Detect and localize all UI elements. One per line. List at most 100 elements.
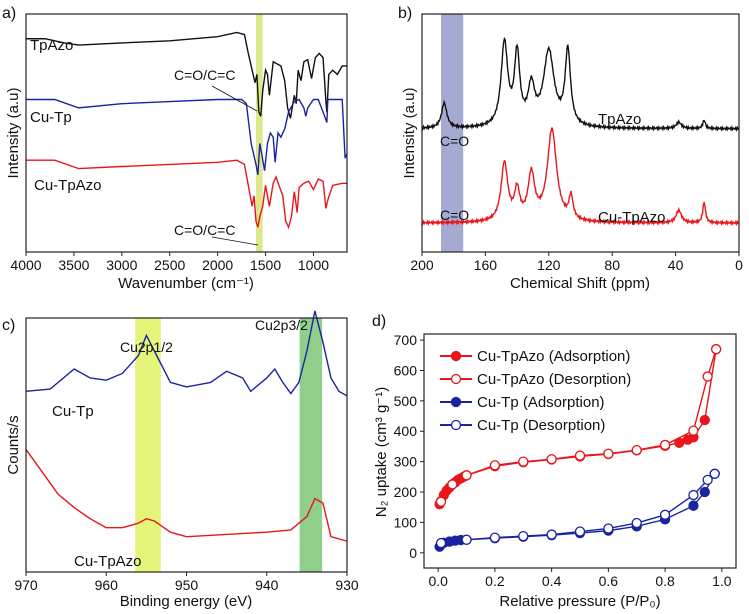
data-point	[518, 456, 529, 467]
data-point	[699, 414, 710, 426]
data-point	[702, 474, 713, 486]
data-point	[546, 529, 557, 540]
data-point	[546, 454, 557, 465]
panel-d-xlabel: Relative pressure (P/P₀)	[499, 593, 660, 610]
x-tick-label: 1000	[298, 257, 329, 273]
series-line-cu-tp	[26, 98, 348, 176]
data-point	[574, 450, 586, 461]
y-tick-label: 100	[394, 514, 418, 530]
legend-marker	[450, 419, 462, 431]
highlight-band-1	[299, 318, 323, 572]
x-tick-label: 940	[255, 577, 279, 593]
x-tick-label: 0.0	[428, 573, 448, 589]
y-tick-label: 600	[394, 362, 418, 378]
x-tick-label: 160	[474, 257, 498, 273]
data-point	[702, 371, 713, 382]
panel-d-ylabel: N₂ uptake (cm³ g⁻¹)	[373, 387, 390, 517]
label-cu2p12: Cu2p1/2	[120, 339, 173, 355]
x-tick-label: 3000	[106, 257, 137, 273]
panel-b-ylabel: Intensity (a.u)	[401, 88, 418, 179]
legend-marker	[450, 350, 462, 362]
x-tick-label: 4000	[10, 257, 41, 273]
panel-b-xlabel: Chemical Shift (ppm)	[510, 275, 650, 292]
data-point	[631, 517, 642, 529]
data-point	[435, 537, 447, 549]
panel-c-label: c)	[2, 317, 15, 334]
data-point	[447, 479, 458, 490]
annotation-co-cc-2: C=O/C=C	[174, 222, 235, 238]
x-tick-label: 40	[668, 257, 684, 273]
panel-a-label: a)	[2, 5, 16, 22]
data-point	[699, 486, 710, 498]
highlight-band-0	[135, 318, 161, 572]
x-tick-label: 1.0	[712, 573, 732, 589]
data-point	[603, 523, 614, 534]
data-point	[461, 470, 472, 481]
data-point	[603, 448, 614, 459]
label-cu-tp-c: Cu-Tp	[52, 403, 94, 420]
label-cu-tpazo-b: Cu-TpAzo	[598, 209, 666, 226]
data-point	[659, 439, 671, 451]
panel-a-ylabel: Intensity (a.u)	[5, 88, 22, 179]
panel-d-isotherm: 0.0 0.2 0.4 0.6 0.8 1.0 0 100 200 300 400 500 600 700	[394, 332, 737, 589]
legend-label: Cu-TpAzo (Adsorption)	[477, 348, 630, 365]
panel-a-xlabel: Wavenumber (cm⁻¹)	[118, 275, 254, 292]
y-tick-label: 400	[394, 423, 418, 439]
legend-marker	[450, 373, 462, 385]
data-point	[435, 496, 447, 507]
data-point	[688, 425, 699, 436]
y-tick-label: 200	[394, 484, 418, 500]
y-tick-label: 0	[409, 545, 417, 561]
annotation-co-b2: C=O	[440, 207, 469, 223]
x-tick-label: 960	[95, 577, 119, 593]
x-tick-label: 950	[175, 577, 199, 593]
label-cu-tpazo-c: Cu-TpAzo	[74, 553, 142, 570]
highlight-band-0	[255, 14, 263, 252]
legend-label: Cu-TpAzo (Desorption)	[477, 371, 631, 388]
series-line-cu-tpazo	[25, 449, 348, 542]
x-tick-label: 200	[410, 257, 434, 273]
x-tick-label: 0.6	[599, 573, 619, 589]
highlight-band-0	[441, 14, 464, 252]
panel-c-xps: 970 960 950 940 930	[14, 310, 359, 593]
legend-label: Cu-Tp (Desorption)	[477, 417, 605, 434]
series-line-cu-tpazo	[421, 127, 740, 227]
panel-c-ylabel: Counts/s	[5, 415, 22, 474]
panel-c-xlabel: Binding energy (eV)	[120, 593, 253, 610]
data-point	[710, 344, 722, 355]
x-tick-label: 0.2	[485, 573, 505, 589]
panel-a-ftir: 4000 3500 3000 2500 2000 1500 1000	[10, 13, 348, 273]
data-point	[688, 500, 699, 511]
x-tick-label: 970	[14, 577, 38, 593]
series-line-cu-tpazo	[26, 159, 347, 230]
y-tick-label: 700	[394, 332, 418, 348]
series-line-tpazo	[421, 36, 740, 133]
label-cu-tp-a: Cu-Tp	[30, 109, 72, 126]
series-line-tpazo	[26, 31, 347, 119]
x-tick-label: 120	[537, 257, 561, 273]
y-tick-label: 500	[394, 393, 418, 409]
plot-frame	[423, 333, 737, 569]
annotation-arrow-1	[211, 85, 258, 112]
legend-marker	[450, 396, 462, 408]
plot-frame	[25, 317, 348, 573]
panel-b-label: b)	[398, 5, 412, 22]
y-tick-label: 300	[394, 454, 418, 470]
label-cu2p32: Cu2p3/2	[255, 317, 308, 333]
annotation-co-cc-1: C=O/C=C	[174, 67, 235, 83]
data-point	[709, 468, 720, 479]
label-tpazo-a: TpAzo	[30, 37, 73, 54]
legend-label: Cu-Tp (Adsorption)	[477, 394, 605, 411]
annotation-arrow-2	[211, 236, 259, 246]
x-tick-label: 930	[335, 577, 359, 593]
x-tick-label: 3500	[58, 257, 89, 273]
x-tick-label: 2500	[154, 257, 185, 273]
x-tick-label: 0.4	[542, 573, 562, 589]
panel-d-legend: Cu-TpAzo (Adsorption) Cu-TpAzo (Desorptio…	[440, 348, 631, 434]
data-point	[659, 509, 671, 520]
plot-frame	[421, 13, 740, 253]
panel-b-nmr: 200 160 120 80 40 0	[410, 13, 743, 273]
data-point	[688, 489, 699, 501]
x-tick-label: 0	[735, 257, 743, 273]
